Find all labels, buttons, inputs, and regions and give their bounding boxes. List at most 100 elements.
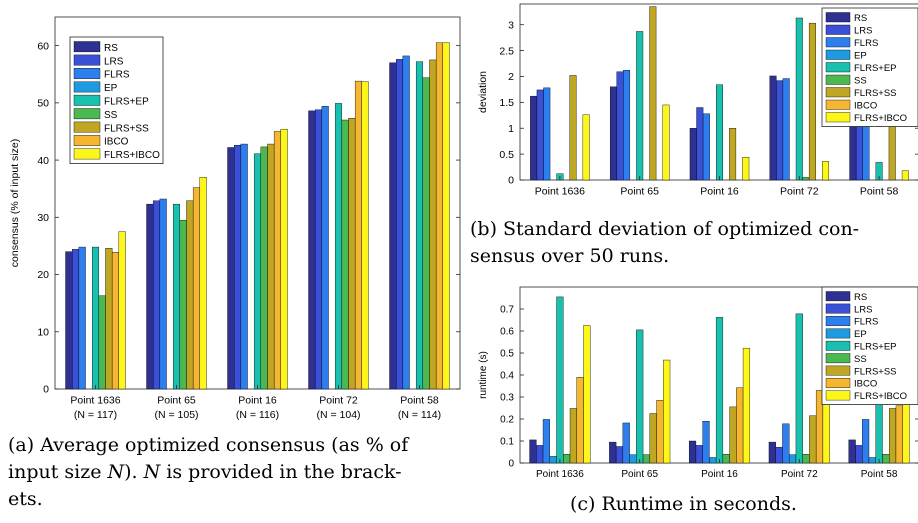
bar-ss-3 [802,453,810,464]
y-tick-label: 0.6 [500,327,514,338]
bar-ss-1 [642,454,651,464]
legend-swatch [73,94,101,106]
bar-flrs-3 [782,78,790,181]
bar-rs-1 [609,441,617,464]
legend-swatch [825,49,851,60]
y-tick-label: 0.7 [500,305,514,316]
y-tick-label: 3 [508,19,514,31]
bar-ep-4 [868,457,876,464]
legend-entry: FLRS+SS [854,88,897,99]
bar-ss-4 [882,453,890,464]
bar-lrs-2 [695,445,703,464]
x-tick-sublabel: (N = 116) [236,409,279,421]
legend-swatch [73,148,101,160]
legend-entry: SS [854,354,867,365]
legend-swatch [825,99,851,110]
x-tick-label: Point 65 [620,186,659,198]
legend-swatch [73,121,101,133]
legend-swatch [73,68,101,79]
y-tick-label: 10 [37,326,49,338]
bar-rs-3 [768,441,776,464]
bar-lrs-1 [615,446,624,464]
bar-rs-1 [609,86,617,181]
y-tick-label: 2.5 [499,45,514,57]
bar-flrs-2 [702,420,710,464]
x-tick-sublabel: (N = 117) [74,409,117,421]
y-tick-label: 60 [37,40,49,52]
legend-entry: SS [104,110,118,121]
bar-flrs-plus-ep-0 [91,246,100,390]
bar-rs-2 [689,128,697,181]
x-tick-sublabel: (N = 104) [316,409,360,421]
y-tick-label: 1 [508,123,514,135]
y-tick-label: 0.2 [500,415,514,426]
legend-entry: RS [104,43,118,54]
legend-swatch [73,41,101,53]
y-tick-label: 0.5 [500,349,514,360]
bar-rs-0 [529,439,537,464]
bar-flrs-plus-ibco-0 [118,231,126,390]
legend-swatch [825,353,851,364]
y-axis-label: consensus (% of input size) [9,139,21,267]
bar-lrs-3 [314,109,323,390]
bar-lrs-2 [233,144,242,390]
bar-flrs-plus-ibco-2 [742,347,751,464]
legend-entry: LRS [104,56,124,67]
bar-flrs-plus-ibco-0 [583,325,591,464]
x-tick-sublabel: (N = 114) [398,409,441,421]
x-tick-label: Point 1636 [536,469,584,480]
bar-flrs-plus-ss-2 [267,143,275,390]
bar-ep-1 [629,454,637,464]
caption-a: (a) Average optimized consensus (as % of… [8,434,409,510]
bar-rs-1 [146,203,154,390]
bar-flrs-0 [543,87,551,181]
legend-entry: FLRS [854,38,878,49]
legend-entry: IBCO [104,137,129,148]
bar-flrs-plus-ss-0 [569,408,577,464]
x-tick-label: Point 65 [621,469,658,480]
bar-ss-2 [260,146,268,390]
bar-ibco-1 [656,400,664,464]
x-tick-label: Point 72 [781,469,818,480]
bar-flrs-plus-ep-1 [172,203,181,390]
legend-entry: SS [854,76,867,87]
legend-swatch [825,303,851,314]
x-tick-label: Point 72 [319,395,358,407]
y-tick-label: 0.5 [499,149,514,161]
legend-swatch [73,135,101,146]
legend-swatch [825,365,851,376]
bar-flrs-plus-ss-3 [809,415,817,464]
bar-ss-3 [802,177,810,181]
bar-flrs-plus-ep-2 [253,153,262,390]
x-tick-label: Point 58 [860,186,899,198]
legend-swatch [825,24,851,35]
bar-flrs-plus-ss-3 [808,22,816,181]
bar-flrs-plus-ibco-1 [663,359,671,464]
x-tick-sublabel: (N = 105) [154,409,198,421]
legend-entry: FLRS [854,317,878,328]
bar-ibco-0 [576,376,584,464]
caption-c: (c) Runtime in seconds. [570,491,910,518]
bar-flrs-plus-ss-3 [348,118,356,390]
bar-flrs-2 [702,113,710,181]
x-tick-label: Point 16 [700,186,739,198]
legend-entry: IBCO [854,101,877,112]
bar-flrs-plus-ss-0 [105,248,113,390]
bar-lrs-0 [71,249,80,390]
legend-entry: RS [854,13,867,24]
x-tick-label: Point 65 [157,395,196,407]
bar-ep-0 [549,456,557,464]
bar-flrs-plus-ibco-4 [442,42,450,390]
bar-flrs-plus-ibco-1 [199,177,207,390]
bar-lrs-1 [152,200,161,390]
x-tick-label: Point 1636 [70,395,120,407]
y-tick-label: 0.4 [500,371,514,382]
legend-entry: FLRS+IBCO [854,391,907,402]
legend-swatch [825,378,851,388]
bar-flrs-plus-ibco-0 [582,114,590,181]
bar-ep-2 [709,457,717,464]
bar-flrs-plus-ss-1 [649,6,657,181]
bar-ss-2 [722,453,730,464]
bar-flrs-1 [622,422,630,464]
bar-flrs-plus-ep-1 [636,31,644,181]
